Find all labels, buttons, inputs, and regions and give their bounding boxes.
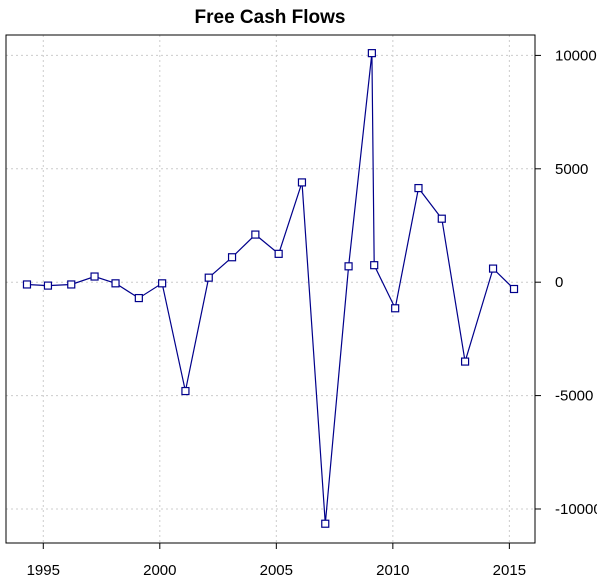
- data-point-marker: [134, 293, 143, 303]
- data-point-marker: [437, 214, 446, 223]
- data-point-marker: [297, 178, 307, 187]
- plot-border: [5, 34, 536, 544]
- x-tick-label: 1995: [27, 562, 60, 579]
- data-point-marker: [460, 357, 470, 366]
- data-point-marker: [227, 253, 237, 262]
- grid-lines: [6, 35, 535, 543]
- series-group: [22, 49, 519, 528]
- data-point-marker: [391, 304, 400, 313]
- chart-title: Free Cash Flows: [195, 7, 346, 28]
- x-tick-label: 2010: [376, 562, 409, 579]
- data-point-marker: [274, 249, 283, 258]
- x-tick-label: 2015: [493, 562, 526, 579]
- data-point-marker: [251, 230, 260, 239]
- y-tick-label: 5000: [555, 161, 588, 178]
- y-tick-label: 0: [555, 274, 563, 291]
- data-point-marker: [158, 279, 167, 288]
- data-point-marker: [67, 280, 76, 289]
- x-tick-label: 2000: [143, 562, 176, 579]
- data-point-marker: [367, 49, 376, 58]
- data-point-marker: [344, 262, 353, 271]
- y-tick-label: 10000: [555, 47, 597, 64]
- data-point-marker: [43, 281, 53, 290]
- data-point-marker: [370, 261, 379, 270]
- y-tick-label: -10000: [555, 501, 597, 518]
- data-point-marker: [181, 386, 190, 396]
- data-point-marker: [111, 279, 120, 288]
- x-tick-label: 2005: [260, 562, 293, 579]
- series-line: [26, 53, 515, 524]
- data-point-marker: [414, 183, 423, 193]
- x-axis: 1995 2000 2005 2010 2015: [27, 543, 526, 579]
- y-tick-label: -5000: [555, 388, 593, 405]
- data-point-marker: [90, 272, 99, 281]
- data-point-marker: [321, 519, 330, 528]
- data-point-marker: [509, 284, 519, 294]
- data-point-marker: [204, 273, 213, 282]
- y-axis: 10000 5000 0 -5000 -10000: [535, 47, 597, 518]
- data-point-marker: [488, 264, 498, 273]
- data-point-marker: [22, 280, 32, 289]
